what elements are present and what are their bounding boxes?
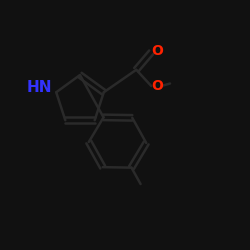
Text: HN: HN xyxy=(26,80,52,95)
Text: O: O xyxy=(152,44,164,58)
Text: O: O xyxy=(152,79,164,93)
